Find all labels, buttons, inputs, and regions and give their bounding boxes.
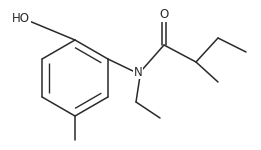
Text: HO: HO xyxy=(12,12,30,25)
Text: N: N xyxy=(134,66,142,78)
Text: O: O xyxy=(159,8,169,21)
